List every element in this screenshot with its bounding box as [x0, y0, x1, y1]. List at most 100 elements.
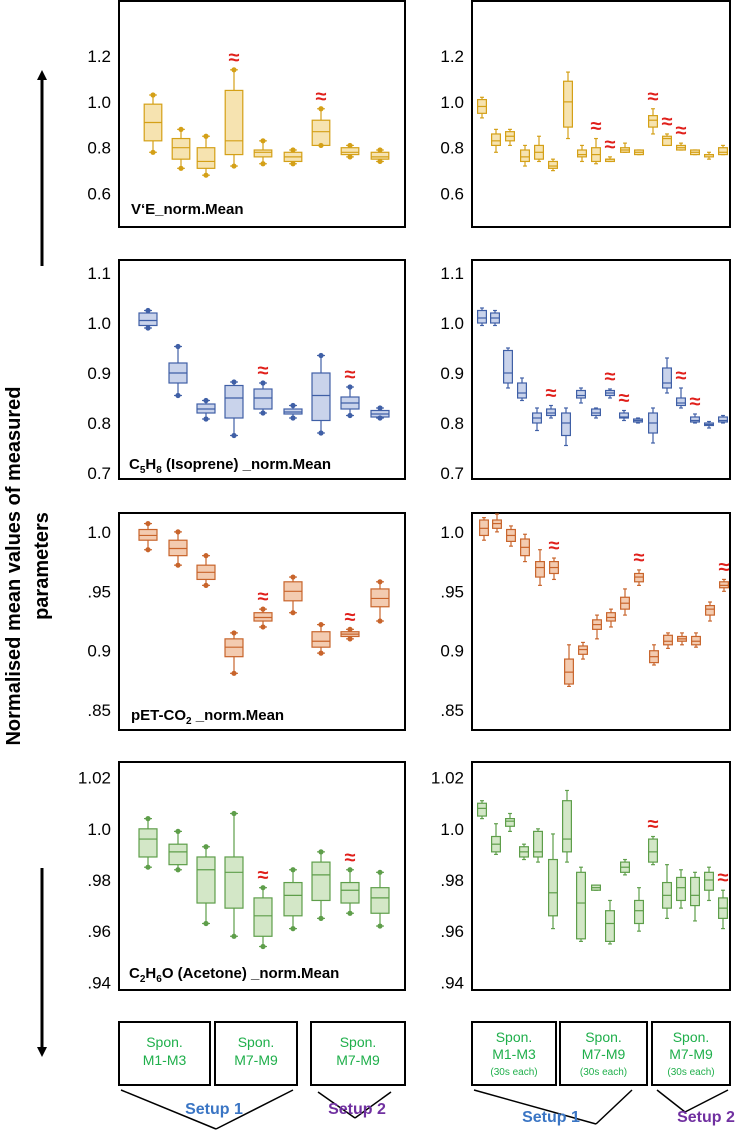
box-8 — [577, 144, 587, 163]
y-tick-label: 0.6 — [440, 185, 464, 204]
box-4 — [520, 144, 530, 167]
box-iqr — [370, 151, 390, 160]
box-6 — [546, 404, 556, 419]
y-tick-label: 0.8 — [87, 414, 111, 433]
box-2 — [490, 309, 500, 327]
box-iqr — [619, 412, 629, 419]
box-iqr — [224, 856, 244, 909]
box-17 — [704, 420, 714, 429]
title-part: O (Acetone) _norm.Mean — [162, 965, 340, 982]
box-3 — [503, 347, 513, 389]
box-iqr — [605, 910, 615, 942]
min-point — [347, 412, 353, 419]
box-9 — [370, 579, 390, 624]
box-iqr — [634, 899, 644, 925]
approx-symbol: ≈ — [676, 365, 687, 387]
box-13 — [649, 644, 659, 666]
min-point — [203, 582, 209, 588]
approx-symbol: ≈ — [258, 586, 269, 608]
legend-note: (30s each) — [490, 1067, 537, 1078]
box-iqr — [311, 631, 331, 648]
approx-symbol: ≈ — [662, 111, 673, 133]
box-7 — [564, 644, 574, 688]
y-tick-label: 0.9 — [440, 364, 464, 383]
title-subscript: 8 — [156, 465, 162, 476]
box-9 — [591, 407, 601, 419]
box-17 — [705, 601, 715, 622]
y-tick-label: 1.0 — [87, 93, 111, 112]
box-6 — [283, 867, 303, 932]
approx-symbol: ≈ — [648, 814, 659, 836]
box-6 — [548, 833, 558, 930]
box-1 — [477, 800, 487, 820]
box-12 — [634, 887, 644, 932]
title-part: C — [129, 965, 140, 982]
legend-line1: Spon. — [238, 1034, 275, 1050]
min-point — [318, 142, 324, 149]
approx-symbol: ≈ — [718, 867, 729, 889]
box-11 — [620, 858, 630, 876]
approx-symbol: ≈ — [345, 606, 356, 628]
legend-line1: Spon. — [146, 1034, 183, 1050]
box-8 — [576, 866, 586, 942]
box-7 — [311, 352, 331, 436]
panel-frame — [118, 761, 406, 991]
box-iqr — [718, 416, 728, 423]
max-point — [290, 147, 296, 153]
box-16 — [690, 413, 700, 424]
max-point — [318, 352, 324, 359]
max-point — [260, 606, 266, 612]
max-point — [203, 844, 209, 850]
box-11 — [619, 409, 629, 422]
approx-symbol: ≈ — [546, 383, 557, 405]
approx-symbol: ≈ — [648, 86, 659, 108]
box-4 — [224, 379, 244, 439]
box-7 — [311, 106, 331, 149]
legend-line1: Spon. — [673, 1029, 710, 1045]
legend-frame — [118, 1021, 211, 1086]
max-point — [203, 397, 209, 404]
setup1-label: Setup 1 — [185, 1101, 243, 1118]
box-5 — [253, 380, 273, 416]
box-2 — [168, 343, 188, 399]
y-tick-label: .98 — [440, 871, 464, 890]
box-9 — [370, 405, 390, 421]
min-point — [290, 161, 296, 167]
legend-note: (30s each) — [580, 1067, 627, 1078]
box-6 — [283, 147, 303, 167]
box-iqr — [662, 135, 672, 147]
box-9 — [370, 869, 390, 929]
box-iqr — [548, 160, 558, 169]
box-14 — [663, 632, 673, 649]
legend-frame — [310, 1021, 406, 1086]
box-iqr — [477, 309, 487, 324]
box-10 — [606, 608, 616, 628]
y-tick-label: .96 — [87, 922, 111, 941]
max-point — [203, 553, 209, 559]
box-iqr — [224, 384, 244, 419]
legend-line2: M1-M3 — [143, 1052, 187, 1068]
box-15 — [677, 632, 687, 646]
panel-title: C5H8 (Isoprene) _norm.Mean — [129, 456, 331, 476]
y-tick-label: 0.7 — [87, 464, 111, 483]
max-point — [318, 849, 324, 855]
min-point — [347, 154, 353, 160]
box-16 — [690, 149, 700, 156]
max-point — [318, 621, 324, 628]
min-point — [175, 867, 181, 873]
box-iqr — [576, 871, 586, 940]
box-18 — [718, 889, 728, 930]
y-axis-label-line1: Normalised mean values of measured — [3, 386, 25, 746]
box-11 — [620, 588, 630, 616]
box-3 — [196, 553, 216, 588]
box-4 — [224, 630, 244, 676]
box-6 — [283, 402, 303, 421]
min-point — [318, 650, 324, 656]
legend-line1: Spon. — [340, 1034, 377, 1050]
title-part: pET-CO — [131, 707, 186, 724]
box-iqr — [283, 881, 303, 917]
y-tick-label: 1.0 — [440, 820, 464, 839]
min-point — [178, 165, 184, 171]
max-point — [377, 869, 383, 875]
min-point — [377, 415, 383, 421]
